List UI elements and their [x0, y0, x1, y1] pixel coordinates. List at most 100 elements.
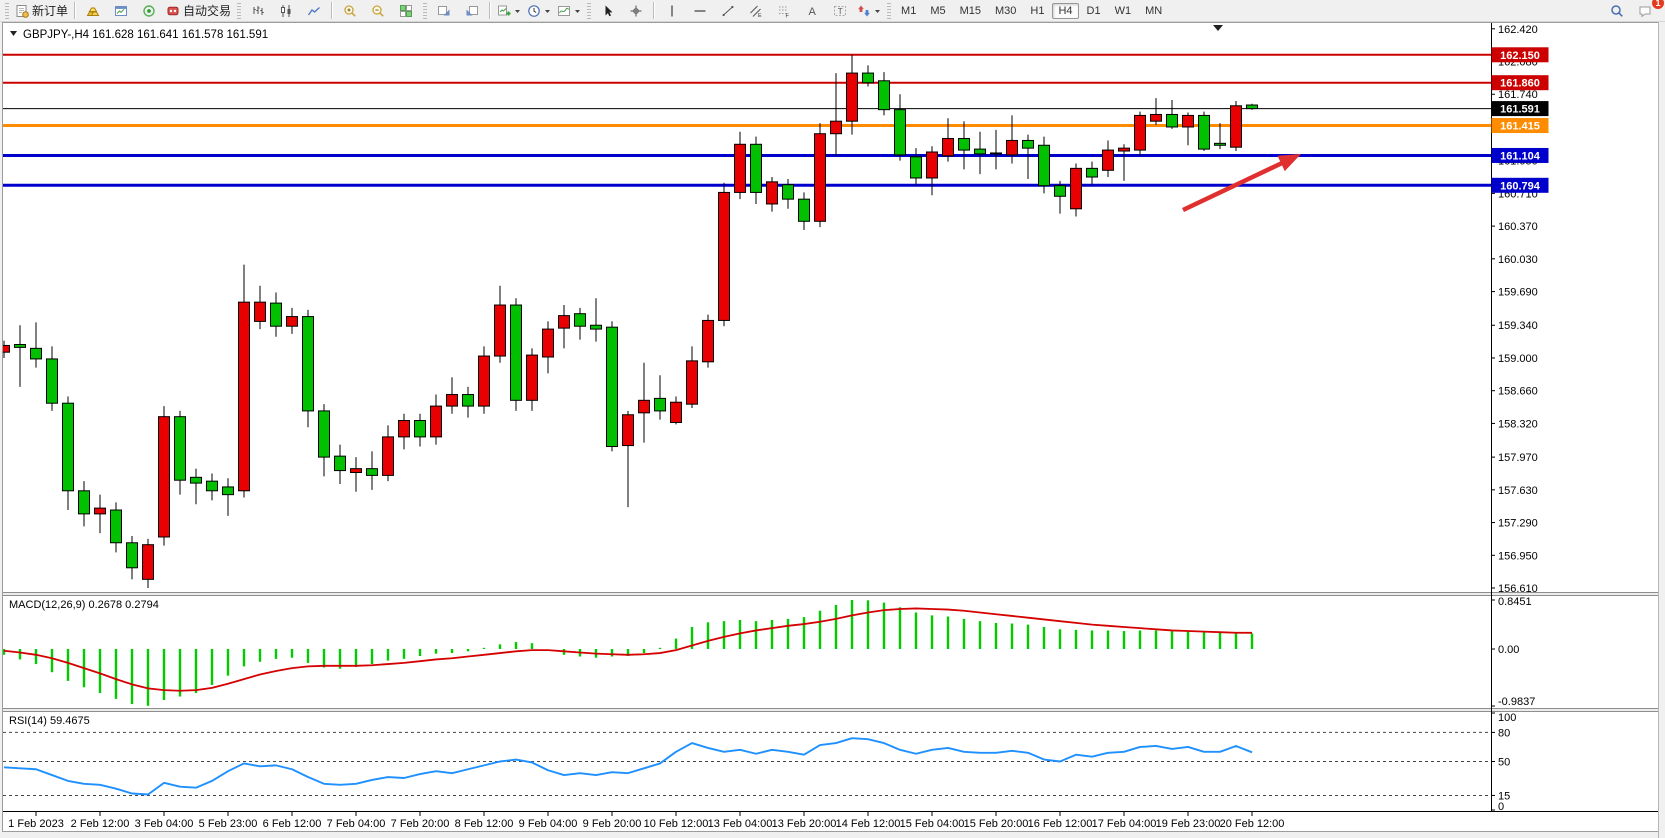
toolbar-grip[interactable]	[5, 2, 9, 19]
horizontal-line-button[interactable]	[686, 0, 714, 22]
price-tick-label: 156.610	[1498, 583, 1538, 595]
toolbar-grip[interactable]	[423, 2, 428, 19]
candle	[174, 416, 186, 481]
rsi-axis-label: 50	[1498, 757, 1510, 769]
chart-shift-marker-icon[interactable]	[1213, 25, 1223, 31]
autotrading-button[interactable]: 自动交易	[163, 0, 234, 22]
zoom-out-button[interactable]	[364, 0, 392, 22]
candle	[382, 436, 394, 476]
candle	[814, 133, 826, 222]
svg-text:T: T	[838, 7, 843, 16]
timeframe-m15-button[interactable]: M15	[959, 4, 981, 17]
candle	[30, 347, 42, 360]
gold-button[interactable]	[79, 0, 107, 22]
timeframe-mn-button[interactable]: MN	[1145, 4, 1163, 17]
fibonacci-icon: F	[779, 6, 790, 18]
candle	[574, 313, 586, 327]
candle	[1134, 114, 1146, 151]
timeframe-h4-button[interactable]: H4	[1052, 2, 1079, 19]
toolbar-grip[interactable]	[237, 2, 242, 19]
zoom-out-icon	[372, 4, 384, 17]
channel-button[interactable]: E	[742, 0, 770, 22]
arrange-left-button[interactable]	[430, 0, 458, 22]
bar-chart-icon	[253, 5, 264, 15]
time-tick-label: 1 Feb 2023	[8, 818, 64, 830]
tile-windows-button[interactable]	[392, 0, 420, 22]
time-axis[interactable]: 1 Feb 2023 2 Feb 12:00 3 Feb 04:00 5 Feb 23…	[3, 811, 1658, 831]
price-tick-label: 157.970	[1498, 452, 1538, 464]
cursor-button[interactable]	[594, 0, 622, 22]
candle	[526, 354, 538, 401]
time-tick-label: 3 Feb 04:00	[135, 818, 194, 830]
price-tick-label: 161.740	[1498, 89, 1538, 101]
add-indicator-button[interactable]	[494, 0, 524, 22]
crosshair-button[interactable]	[622, 0, 650, 22]
new-order-icon	[16, 4, 29, 18]
candlestick-button[interactable]	[272, 0, 300, 22]
candle	[878, 80, 890, 111]
candle	[894, 109, 906, 156]
candle	[766, 181, 778, 205]
candle	[862, 72, 874, 84]
candle	[126, 542, 138, 569]
candle	[1166, 113, 1178, 128]
candle	[638, 399, 650, 414]
line-chart-button[interactable]	[300, 0, 328, 22]
timeframe-d1-button[interactable]: D1	[1086, 4, 1101, 17]
time-tick-label: 13 Feb 20:00	[772, 818, 837, 830]
notifications-button[interactable]: 1	[1631, 0, 1664, 22]
time-tick-label: 15 Feb 20:00	[964, 818, 1029, 830]
candle	[718, 191, 730, 321]
candle	[926, 151, 938, 179]
period-button[interactable]	[524, 0, 554, 22]
zoom-in-icon	[344, 4, 356, 17]
candle	[606, 326, 618, 448]
arrange-right-button[interactable]	[458, 0, 486, 22]
signal-button[interactable]	[135, 0, 163, 22]
toolbar-grip[interactable]	[887, 2, 892, 19]
candle	[3, 344, 10, 353]
collapse-triangle-icon	[10, 31, 17, 36]
candle	[686, 360, 698, 405]
candle	[974, 148, 986, 155]
rsi-label: RSI(14) 59.4675	[9, 715, 90, 727]
trend-arrow-annotation[interactable]	[1182, 154, 1301, 213]
chart-window-button[interactable]	[107, 0, 135, 22]
candle	[1086, 167, 1098, 178]
timeframe-h1-button[interactable]: H1	[1030, 4, 1045, 17]
search-button[interactable]	[1603, 0, 1631, 22]
time-tick-label: 14 Feb 12:00	[836, 818, 901, 830]
timeframe-m5-button[interactable]: M5	[930, 4, 946, 17]
template-button[interactable]	[554, 0, 584, 22]
candle	[958, 138, 970, 151]
toolbar-grip[interactable]	[587, 2, 592, 19]
bar-chart-button[interactable]	[244, 0, 272, 22]
new-order-button[interactable]: 新订单	[12, 0, 71, 22]
candle	[366, 468, 378, 476]
svg-text:A: A	[809, 6, 817, 18]
fibonacci-button[interactable]: F	[770, 0, 798, 22]
chart-canvas[interactable]: GBPJPY-,H4 161.628 161.641 161.578 161.5…	[0, 22, 1665, 838]
candle	[1246, 104, 1258, 110]
search-icon	[1611, 4, 1623, 17]
price-tick-label: 158.660	[1498, 386, 1538, 398]
text-button[interactable]: A	[798, 0, 826, 22]
svg-text:E: E	[758, 13, 762, 18]
label-button[interactable]: T	[826, 0, 854, 22]
svg-text:161.591: 161.591	[1500, 104, 1540, 116]
vertical-line-button[interactable]	[658, 0, 686, 22]
candle	[782, 184, 794, 200]
autotrading-icon	[167, 6, 179, 15]
zoom-in-button[interactable]	[336, 0, 364, 22]
timeframe-m1-button[interactable]: M1	[901, 4, 917, 17]
candle	[462, 394, 474, 407]
arrows-button[interactable]	[854, 0, 884, 22]
chat-icon	[1639, 6, 1651, 17]
rsi-axis-label: 15	[1498, 790, 1510, 802]
timeframe-m30-button[interactable]: M30	[995, 4, 1017, 17]
trendline-button[interactable]	[714, 0, 742, 22]
timeframe-w1-button[interactable]: W1	[1114, 4, 1132, 17]
svg-text:161.415: 161.415	[1500, 121, 1540, 133]
svg-text:F: F	[786, 13, 790, 18]
candle	[446, 394, 458, 407]
